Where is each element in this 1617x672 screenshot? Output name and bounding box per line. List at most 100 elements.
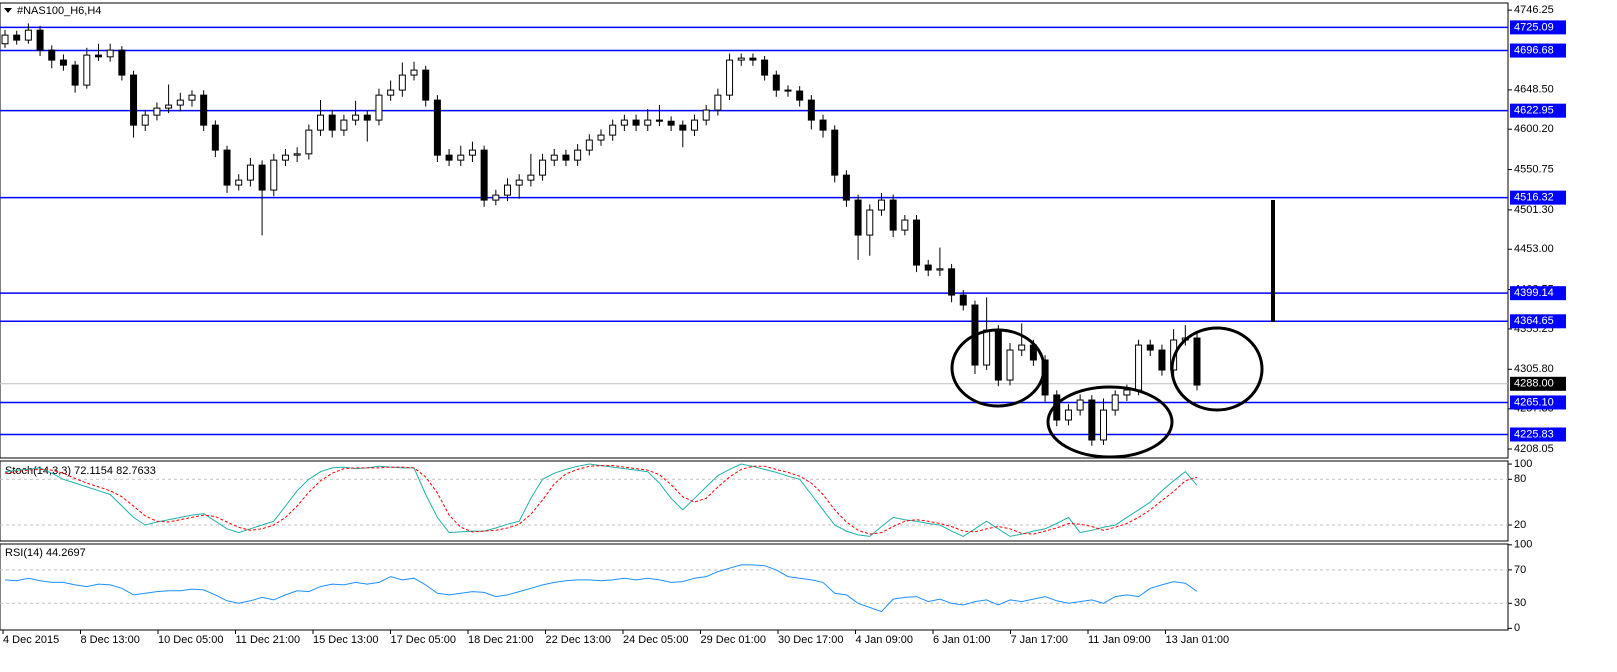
y-tick-label: 4648.50 bbox=[1514, 84, 1554, 96]
candle-body bbox=[328, 114, 336, 131]
y-tick-label: 20 bbox=[1514, 519, 1526, 531]
level-label-box bbox=[1510, 20, 1566, 35]
candle-body bbox=[515, 179, 523, 186]
y-tick-label: 4453.00 bbox=[1514, 243, 1554, 255]
x-tick-label: 11 Jan 09:00 bbox=[1088, 634, 1151, 646]
candle-body bbox=[305, 129, 313, 155]
candle-body bbox=[48, 49, 56, 61]
candle-body bbox=[831, 129, 839, 176]
candle-body bbox=[994, 329, 1002, 381]
candle-body bbox=[71, 64, 79, 86]
y-tick-label: 100 bbox=[1514, 539, 1532, 551]
level-label: 4725.09 bbox=[1514, 21, 1554, 33]
level-label-box bbox=[1510, 190, 1566, 205]
candle-body bbox=[1100, 409, 1108, 441]
candle-body bbox=[246, 164, 254, 181]
candle-body bbox=[679, 124, 687, 131]
stoch-title: Stoch(14,3,3) 72.1154 82.7633 bbox=[5, 465, 156, 477]
level-label: 4516.32 bbox=[1514, 192, 1554, 204]
x-tick-label: 29 Dec 01:00 bbox=[701, 634, 766, 646]
y-tick-label: 4746.25 bbox=[1514, 4, 1554, 16]
candle-body bbox=[363, 114, 371, 121]
candle-body bbox=[1146, 344, 1154, 351]
candle-body bbox=[1006, 349, 1014, 381]
candle-body bbox=[527, 174, 535, 181]
candle-body bbox=[702, 109, 710, 121]
candle-body bbox=[340, 119, 348, 131]
level-label: 4696.68 bbox=[1514, 44, 1554, 56]
level-label: 4364.65 bbox=[1514, 315, 1554, 327]
level-label-box bbox=[1510, 395, 1566, 410]
stoch-panel bbox=[0, 460, 1509, 542]
candle-body bbox=[1111, 394, 1119, 411]
candle-body bbox=[749, 57, 757, 61]
x-tick-label: 11 Dec 21:00 bbox=[236, 634, 301, 646]
level-label-box bbox=[1510, 286, 1566, 301]
rsi-title: RSI(14) 44.2697 bbox=[5, 547, 86, 559]
candle-body bbox=[772, 74, 780, 91]
x-tick-label: 6 Jan 01:00 bbox=[933, 634, 991, 646]
y-tick-label: 4208.05 bbox=[1514, 443, 1554, 455]
x-tick-label: 10 Dec 05:00 bbox=[158, 634, 223, 646]
x-tick-label: 7 Jan 17:00 bbox=[1011, 634, 1069, 646]
candle-body bbox=[796, 90, 804, 101]
level-label: 4225.83 bbox=[1514, 428, 1554, 440]
indicator-line bbox=[4, 564, 1198, 613]
x-tick-label: 4 Dec 2015 bbox=[3, 634, 59, 646]
candle-body bbox=[223, 149, 231, 186]
y-tick-label: 30 bbox=[1514, 597, 1526, 609]
candle-body bbox=[866, 209, 874, 236]
candle-body bbox=[714, 94, 722, 111]
annotations bbox=[950, 200, 1275, 459]
level-label-box bbox=[1510, 103, 1566, 118]
candle-body bbox=[936, 268, 944, 271]
candle-body bbox=[1158, 349, 1166, 371]
candle-body bbox=[504, 184, 512, 196]
y-tick-label: 4305.80 bbox=[1514, 363, 1554, 375]
x-tick-label: 15 Dec 13:00 bbox=[313, 634, 378, 646]
indicator-line bbox=[4, 463, 1198, 537]
candle-body bbox=[445, 154, 453, 161]
candle-body bbox=[211, 124, 219, 151]
x-tick-label: 30 Dec 17:00 bbox=[778, 634, 843, 646]
indicator-line bbox=[4, 465, 1198, 535]
rsi-panel bbox=[0, 543, 1509, 631]
candle-body bbox=[620, 119, 628, 126]
x-tick-label: 24 Dec 05:00 bbox=[623, 634, 688, 646]
candle-body bbox=[1088, 399, 1096, 441]
x-tick-label: 18 Dec 21:00 bbox=[468, 634, 533, 646]
candle-body bbox=[807, 99, 815, 121]
candle-body bbox=[819, 119, 827, 131]
candle-body bbox=[118, 49, 126, 76]
candle-body bbox=[983, 329, 991, 366]
candle-body bbox=[36, 29, 44, 51]
y-tick-label: 0 bbox=[1514, 622, 1520, 634]
candle-body bbox=[153, 107, 161, 116]
chart-title: #NAS100_H6,H4 bbox=[17, 5, 101, 17]
candle-body bbox=[609, 124, 617, 136]
y-tick-label: 70 bbox=[1514, 564, 1526, 576]
candle-body bbox=[690, 119, 698, 131]
candle-body bbox=[901, 219, 909, 231]
candle-body bbox=[293, 153, 301, 156]
candle-body bbox=[480, 149, 488, 201]
level-label: 4622.95 bbox=[1514, 105, 1554, 117]
candle-body bbox=[948, 268, 956, 296]
menu-arrow[interactable] bbox=[4, 8, 12, 13]
annotation-ellipse bbox=[1170, 326, 1264, 412]
y-tick-label: 4600.20 bbox=[1514, 123, 1554, 135]
main-panel bbox=[0, 2, 1509, 459]
level-label-box bbox=[1510, 43, 1566, 58]
candle-body bbox=[387, 89, 395, 96]
price-label: 4288.00 bbox=[1514, 378, 1554, 390]
price-label-box bbox=[1510, 376, 1566, 391]
candle-body bbox=[83, 54, 91, 86]
x-tick-label: 8 Dec 13:00 bbox=[81, 634, 140, 646]
candle-body bbox=[1, 34, 9, 45]
candle-body bbox=[188, 94, 196, 101]
candle-body bbox=[422, 69, 430, 101]
candle-body bbox=[281, 154, 289, 161]
candle-body bbox=[270, 159, 278, 191]
candle-body bbox=[317, 114, 325, 131]
